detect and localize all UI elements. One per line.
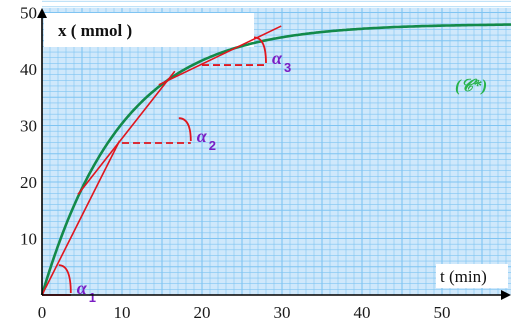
tangent-line [41,140,121,296]
series-curve [40,23,511,296]
y-axis-title: x ( mmol ) [58,21,132,40]
tick-labels: 0 10 20 30 40 50 10 20 30 40 50 [20,4,451,323]
y-tick-label: 30 [20,117,37,136]
angle-arc [178,117,192,142]
x-axis-arrow [501,290,511,300]
angle-label-subscript: 2 [209,138,216,153]
y-axis-title-box [44,13,254,47]
angle-label-subscript: 3 [284,60,291,75]
angle-label: α [272,48,283,68]
series: (𝒞*) [40,23,511,296]
grid [42,0,511,295]
x-tick-label: 50 [434,303,451,322]
angle-arc [253,36,267,64]
x-axis-title: t (min) [440,267,487,286]
x-tick-label: 40 [354,303,371,322]
y-tick-label: 50 [20,4,37,23]
series-label: (𝒞*) [455,76,487,95]
axes [37,8,511,300]
x-tick-label: 20 [194,303,211,322]
angle-label-subscript: 1 [89,290,96,305]
y-tick-label: 10 [20,230,37,249]
x-axis-title-box [436,264,508,288]
y-axis-arrow [37,8,47,18]
angle-arc [58,264,72,294]
y-tick-label: 40 [20,60,37,79]
tangent-line [158,25,282,86]
x-tick-label: 30 [274,303,291,322]
tangent-line [77,70,176,195]
angle-label: α [77,278,88,298]
tangents [41,25,282,296]
plot-area [42,8,511,295]
angle-label: α [197,126,208,146]
y-tick-label: 20 [20,173,37,192]
x-tick-label: 0 [38,303,47,322]
x-tick-label: 10 [114,303,131,322]
